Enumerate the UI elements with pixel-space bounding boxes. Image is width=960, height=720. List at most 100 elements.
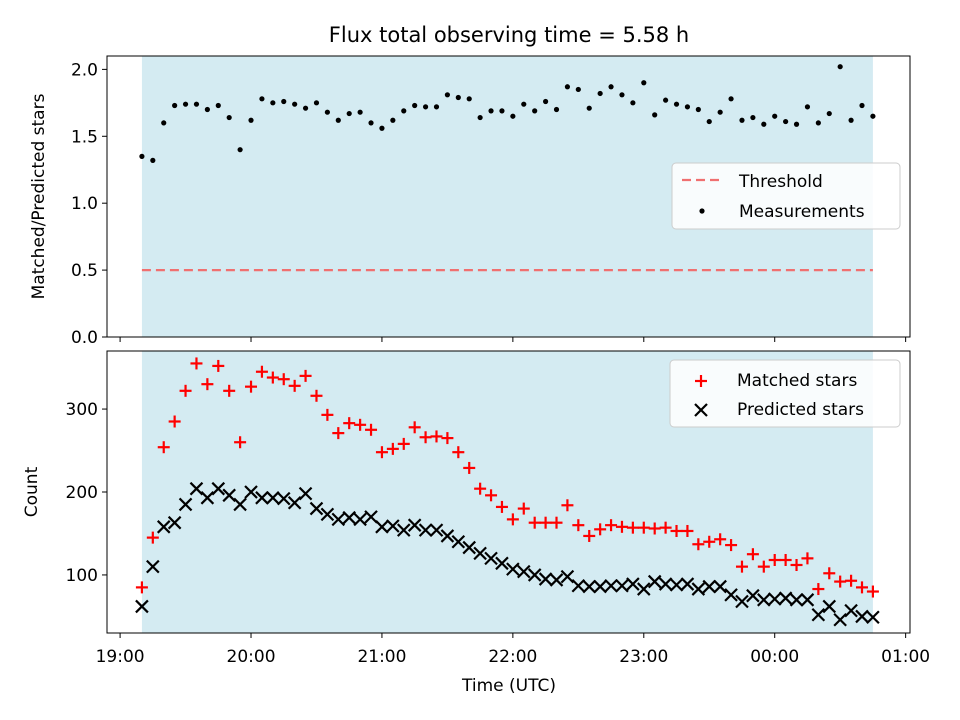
measurement-point <box>433 104 440 110</box>
predicted-star-point <box>320 507 335 522</box>
measurement-point <box>739 117 745 123</box>
predicted-star-point <box>287 496 302 510</box>
predicted-star-point-b <box>626 577 640 591</box>
measurement-point <box>695 106 701 113</box>
matched-star-point <box>419 431 432 444</box>
matched-star-point <box>463 461 476 474</box>
matched-star-point <box>703 535 716 548</box>
matched-star-point <box>375 446 388 459</box>
predicted-star-point-b <box>146 559 160 574</box>
matched-star-point <box>648 522 661 535</box>
predicted-star-point-b <box>658 577 673 591</box>
matched-star-point <box>659 521 672 534</box>
matched-star-point <box>812 583 825 596</box>
predicted-star-point <box>200 491 215 505</box>
predicted-star-point <box>669 578 684 592</box>
matched-star-point <box>746 548 759 561</box>
matched-star-point <box>768 554 781 567</box>
matched-star-point <box>692 538 705 551</box>
predicted-star-point <box>167 515 182 530</box>
predicted-star-point <box>658 577 673 591</box>
measurement-point <box>161 120 167 126</box>
predicted-star-point <box>691 582 706 596</box>
predicted-star-point <box>527 568 542 582</box>
matched-star-point <box>332 427 345 440</box>
predicted-star-point-b <box>266 491 280 505</box>
predicted-star-point <box>571 578 586 593</box>
predicted-star-point-b <box>364 510 378 524</box>
predicted-star-point <box>255 491 269 505</box>
predicted-star-point <box>746 588 760 603</box>
bottom-x-tick-label: 22:00 <box>488 647 537 667</box>
matched-star-point <box>506 513 519 526</box>
matched-star-point <box>146 531 159 544</box>
matched-star-point <box>223 384 236 397</box>
predicted-star-point <box>495 556 509 571</box>
matched-star-point <box>245 380 258 393</box>
predicted-star-point-b <box>484 551 498 566</box>
predicted-star-point-b <box>866 610 880 625</box>
bottom-panel: 100 200 300 19:00 20:00 21:00 22:00 23:00 00:00… <box>22 350 930 696</box>
measurement-point <box>619 92 625 98</box>
predicted-star-point <box>462 540 477 555</box>
measurement-point <box>215 102 221 109</box>
measurements-series <box>139 64 876 163</box>
bottom-x-tick-label: 21:00 <box>357 647 406 667</box>
predicted-star-point <box>833 612 847 627</box>
bottom-x-axis-label: Time (UTC) <box>461 676 556 696</box>
matched-star-point <box>452 446 465 459</box>
predicted-star-point <box>156 520 171 534</box>
predicted-star-point <box>473 546 487 561</box>
predicted-star-point-b <box>691 582 706 596</box>
predicted-star-point-b <box>331 512 346 527</box>
top-axes-frame <box>106 55 911 338</box>
predicted-star-point-b <box>538 572 553 586</box>
predicted-star-point <box>331 512 346 527</box>
predicted-star-point <box>866 610 880 625</box>
measurement-point <box>706 118 712 125</box>
matched-star-point <box>201 378 214 391</box>
predicted-star-point-b <box>506 562 520 576</box>
predicted-star-point-b <box>200 491 215 505</box>
matched-star-point <box>441 432 454 445</box>
measurement-point <box>150 157 156 163</box>
measurement-point <box>390 117 396 123</box>
bottom-x-tick-label: 00:00 <box>750 647 799 667</box>
predicted-star-point-b <box>451 534 466 549</box>
predicted-star-point <box>506 562 520 576</box>
predicted-star-point-b <box>855 609 869 624</box>
predicted-star-point-b <box>178 497 193 512</box>
predicted-star-point-b <box>516 564 531 579</box>
bottom-x-tick-label: 20:00 <box>227 647 276 667</box>
predicted-star-point-b <box>495 556 509 571</box>
measurement-point <box>368 120 374 126</box>
bottom-legend-box <box>669 359 901 428</box>
predicted-stars-series <box>135 481 880 627</box>
measurement-point <box>499 108 505 114</box>
predicted-star-point <box>582 579 597 594</box>
predicted-star-point-b <box>396 523 411 537</box>
measurement-point <box>717 109 723 115</box>
predicted-star-point <box>396 523 411 537</box>
measurement-point <box>728 96 734 102</box>
predicted-star-point <box>615 578 629 593</box>
matched-star-point <box>866 585 879 598</box>
predicted-star-point-b <box>637 582 651 596</box>
measurement-point <box>346 110 352 117</box>
matched-star-point <box>408 421 421 434</box>
predicted-star-point-b <box>418 523 433 537</box>
predicted-star-point-b <box>135 599 149 614</box>
matched-star-point <box>725 539 738 552</box>
measurement-point <box>248 117 254 123</box>
predicted-star-point <box>735 594 749 609</box>
matched-star-point <box>310 389 323 402</box>
predicted-star-point <box>484 551 498 566</box>
matched-star-point <box>354 418 367 431</box>
predicted-star-point <box>778 591 793 605</box>
measurement-point <box>597 90 603 97</box>
top-panel: Flux total observing time = 5.58 h 0.00.… <box>29 23 911 348</box>
measurement-point <box>477 114 483 121</box>
predicted-star-point-b <box>276 491 291 506</box>
predicted-star-point-b <box>287 496 302 510</box>
